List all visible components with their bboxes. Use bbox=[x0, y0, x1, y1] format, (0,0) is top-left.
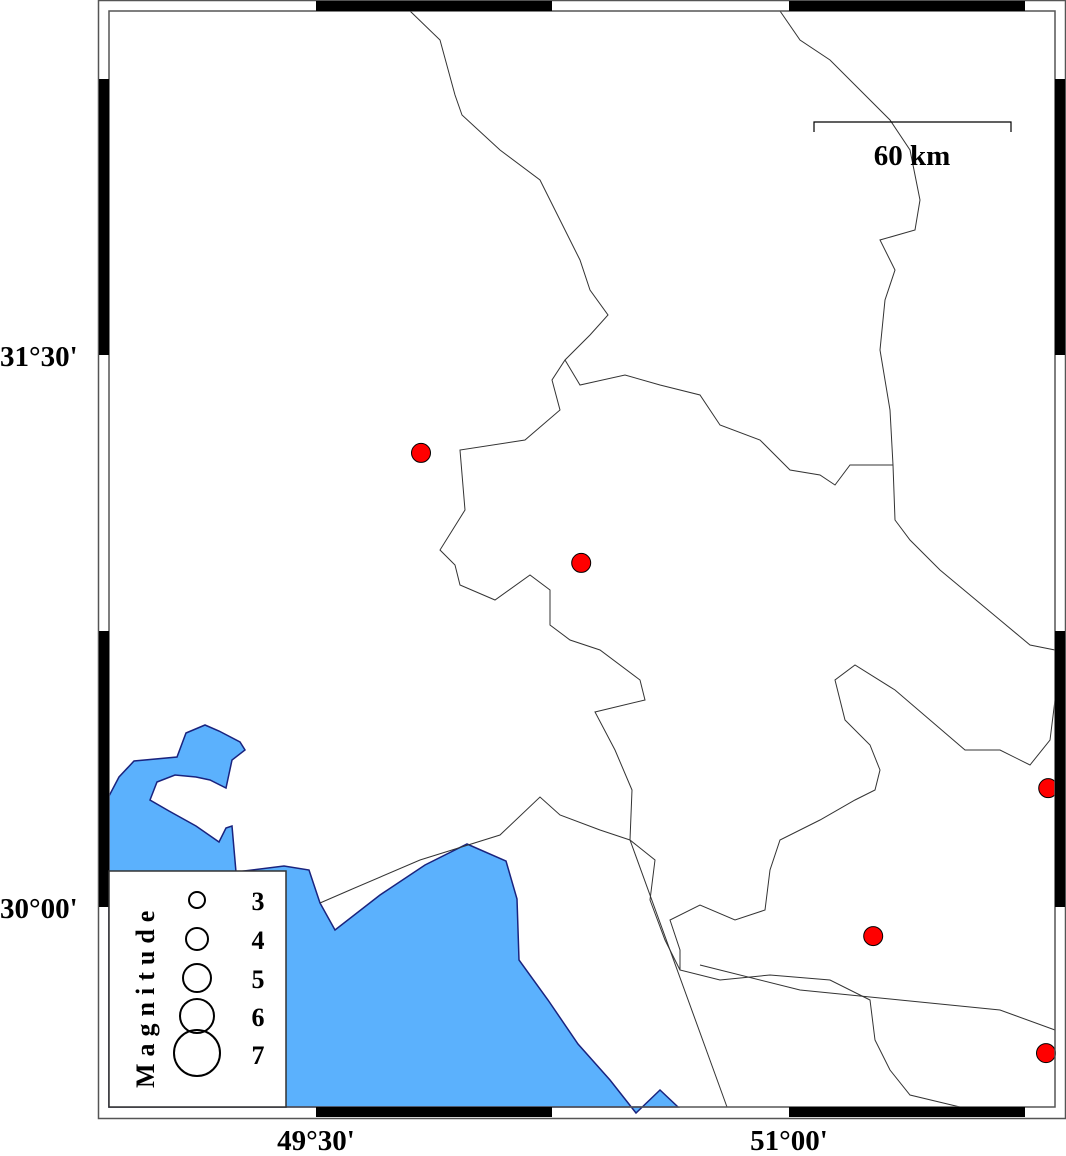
earthquake-events bbox=[411, 442, 1059, 1064]
y-tick-label: 30°00' bbox=[0, 893, 78, 925]
scale-bar-label: 60 km bbox=[874, 140, 951, 172]
y-tick-label: 31°30' bbox=[0, 341, 78, 373]
legend-circle bbox=[188, 891, 206, 909]
legend-circle bbox=[179, 998, 215, 1034]
earthquake-event-marker bbox=[863, 926, 884, 947]
x-tick-label: 49°30' bbox=[277, 1125, 355, 1156]
legend-label: 3 bbox=[252, 887, 265, 916]
legend-label: 5 bbox=[252, 965, 265, 994]
legend-title: Magnitude bbox=[131, 904, 160, 1088]
legend-label: 6 bbox=[252, 1003, 265, 1032]
province-borders bbox=[319, 10, 1056, 1108]
x-tick-label: 51°00' bbox=[750, 1125, 828, 1156]
legend-label: 7 bbox=[252, 1041, 265, 1070]
earthquake-event-marker bbox=[571, 552, 592, 573]
earthquake-event-marker bbox=[411, 442, 432, 463]
magnitude-legend: Magnitude 3 4 5 6 7 bbox=[108, 870, 287, 1108]
legend-circle bbox=[182, 963, 212, 993]
legend-label: 4 bbox=[252, 926, 265, 955]
earthquake-event-marker bbox=[1035, 1043, 1056, 1064]
legend-circle bbox=[173, 1029, 221, 1077]
legend-circle bbox=[185, 927, 209, 951]
scale-bar: 60 km bbox=[813, 121, 1012, 172]
